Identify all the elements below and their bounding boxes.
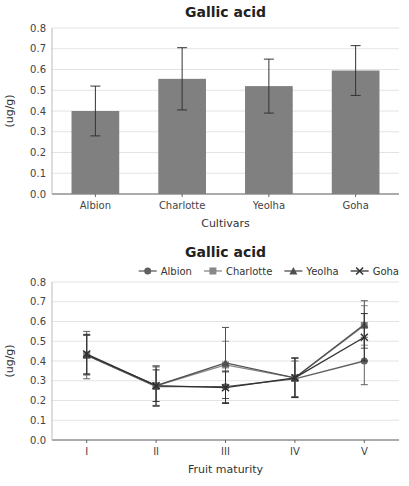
x-tick-label: IV xyxy=(290,446,300,457)
x-axis-label: Cultivars xyxy=(201,217,250,230)
y-tick-label: 0.4 xyxy=(30,356,46,367)
x-tick xyxy=(364,440,365,443)
marker xyxy=(144,268,151,275)
y-tick-label: 0.5 xyxy=(30,85,46,96)
series xyxy=(83,301,369,406)
marker xyxy=(356,268,363,275)
y-tick-label: 0.8 xyxy=(30,277,46,288)
marker xyxy=(83,351,90,358)
chart-root: Gallic acid 0.0 0.1 0.2 0.3 0.4 0.5 0.6 0.7 0.8 (u… xyxy=(0,0,409,486)
error-bar xyxy=(361,314,368,361)
x-tick xyxy=(268,194,269,197)
error-bar xyxy=(83,334,90,374)
panel: Gallic acid 0.0 0.1 0.2 0.3 0.4 0.5 0.6 0.7 0.8 (u… xyxy=(3,244,399,476)
marker xyxy=(222,384,229,391)
grid-line xyxy=(52,321,399,322)
title: Gallic acid xyxy=(185,4,266,20)
series xyxy=(83,306,368,406)
legend-item: Yeolha xyxy=(284,266,338,277)
y-tick-label: 0.1 xyxy=(30,415,46,426)
marker xyxy=(289,267,297,275)
legend-item: Albion xyxy=(139,266,192,277)
grid-line xyxy=(52,420,399,421)
y-axis-label: (ug/g) xyxy=(3,94,16,127)
grid-line xyxy=(52,69,399,70)
legend-label: Charlotte xyxy=(226,266,272,277)
marker xyxy=(222,359,230,367)
marker xyxy=(291,374,298,381)
legend-label: Albion xyxy=(161,266,192,277)
x-tick-label: III xyxy=(221,446,230,457)
y-tick-label: 0.6 xyxy=(30,316,46,327)
title: Gallic acid xyxy=(185,244,266,260)
grid-line xyxy=(52,48,399,49)
error-bar xyxy=(291,358,298,398)
error-bar xyxy=(222,372,229,404)
y-tick-label: 0.3 xyxy=(30,375,46,386)
grid-line xyxy=(52,282,399,283)
y-tick-label: 0.3 xyxy=(30,126,46,137)
marks xyxy=(83,301,369,407)
y-tick-label: 0.5 xyxy=(30,336,46,347)
x-tick-label: Albion xyxy=(80,200,111,211)
y-tick-label: 0.2 xyxy=(30,147,46,158)
y-tick-label: 0.7 xyxy=(30,43,46,54)
y-tick-label: 0.7 xyxy=(30,296,46,307)
x-axis-label: Fruit maturity xyxy=(188,463,264,476)
x-tick-label: V xyxy=(361,446,368,457)
legend-label: Yeolha xyxy=(305,266,338,277)
series xyxy=(83,314,368,404)
error-bar xyxy=(177,48,187,110)
y-tick-label: 0.4 xyxy=(30,106,46,117)
error-bar xyxy=(264,59,274,113)
y-tick-label: 0.0 xyxy=(30,435,46,446)
y-tick-label: 0.6 xyxy=(30,64,46,75)
grid-line xyxy=(52,301,399,302)
x-tick xyxy=(294,440,295,443)
y-tick-label: 0.0 xyxy=(30,189,46,200)
marks xyxy=(72,46,380,194)
y-axis-line xyxy=(52,282,53,440)
x-tick-label: I xyxy=(85,446,88,457)
x-tick-label: Goha xyxy=(342,200,368,211)
error-bar xyxy=(90,86,100,136)
x-tick xyxy=(355,194,356,197)
x-tick xyxy=(225,440,226,443)
legend: Albion Charlotte Yeolha Goha xyxy=(139,266,399,277)
error-bar xyxy=(153,370,160,402)
x-tick xyxy=(95,194,96,197)
y-tick-label: 0.8 xyxy=(30,23,46,34)
y-axis-line xyxy=(52,28,53,194)
x-tick-label: II xyxy=(153,446,159,457)
error-bar xyxy=(351,46,361,96)
x-tick-label: Charlotte xyxy=(159,200,205,211)
marker xyxy=(209,268,216,275)
panel: Gallic acid 0.0 0.1 0.2 0.3 0.4 0.5 0.6 0.7 0.8 (u… xyxy=(3,4,399,230)
x-tick xyxy=(156,440,157,443)
legend-item: Goha xyxy=(351,266,399,277)
x-tick-label: Yeolha xyxy=(252,200,285,211)
y-tick-label: 0.2 xyxy=(30,395,46,406)
error-bar xyxy=(153,367,160,407)
x-tick xyxy=(86,440,87,443)
y-tick-label: 0.1 xyxy=(30,168,46,179)
marker xyxy=(153,382,160,389)
legend-item: Charlotte xyxy=(204,266,272,277)
grid-line xyxy=(52,28,399,29)
y-axis-label: (ug/g) xyxy=(3,344,16,377)
x-tick xyxy=(182,194,183,197)
marker xyxy=(361,334,368,341)
legend-label: Goha xyxy=(373,266,399,277)
